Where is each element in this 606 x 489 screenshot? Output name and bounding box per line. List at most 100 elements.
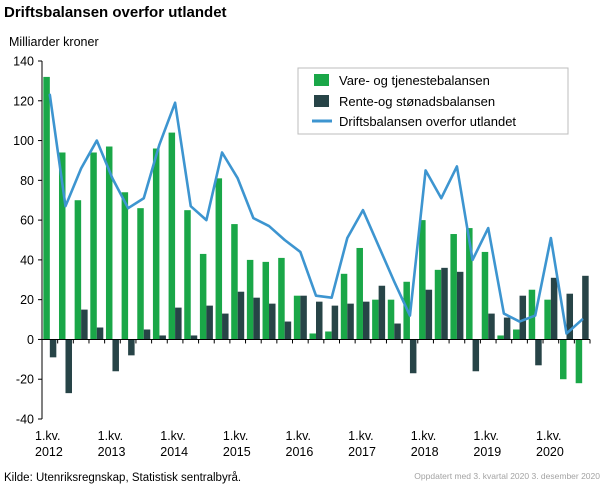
legend-label-rente: Rente-og stønadsbalansen bbox=[339, 94, 495, 109]
legend: Vare- og tjenestebalansen Rente-og støna… bbox=[297, 67, 569, 135]
bar-vare-2018K3 bbox=[450, 234, 457, 340]
x-tick-label-year-2018: 2018 bbox=[411, 445, 439, 459]
bar-vare-2019K1 bbox=[481, 251, 489, 340]
y-tick-label-140: 140 bbox=[13, 55, 34, 69]
bar-vare-2015K3 bbox=[262, 261, 270, 340]
bar-vare-2017K2 bbox=[372, 299, 379, 340]
bar-vare-2016K1 bbox=[293, 295, 301, 340]
bar-vare-2019K3 bbox=[513, 329, 520, 340]
y-tick-label-80: 80 bbox=[20, 174, 34, 188]
bar-rente-2018K2 bbox=[441, 267, 448, 340]
bar-vare-2015K1 bbox=[231, 224, 238, 340]
bar-rente-2017K2 bbox=[378, 285, 386, 340]
bar-vare-2017K3 bbox=[387, 299, 395, 340]
x-tick-label-year-2020: 2020 bbox=[536, 445, 564, 459]
axes-layer: -40 -20 0 20 40 60 80 100 120 140 1.kv. 2012 1.kv. 20… bbox=[13, 55, 591, 459]
bar-rente-2016K3 bbox=[331, 305, 339, 340]
y-tick-label--40: -40 bbox=[16, 413, 34, 427]
bar-rente-2013K4 bbox=[159, 335, 166, 340]
x-tick-label-year-2015: 2015 bbox=[223, 445, 251, 459]
bar-vare-2018K4 bbox=[466, 228, 473, 340]
bar-rente-2016K1 bbox=[300, 295, 307, 340]
x-tick-label-year-2016: 2016 bbox=[286, 445, 314, 459]
x-tick-label-kv-2013: 1.kv. bbox=[98, 429, 123, 443]
bar-vare-2015K4 bbox=[278, 257, 285, 340]
source-note: Kilde: Utenriksregnskap, Statistisk sent… bbox=[4, 472, 242, 484]
y-tick-label-20: 20 bbox=[20, 293, 34, 307]
bar-vare-2017K1 bbox=[356, 247, 363, 340]
bar-rente-2017K3 bbox=[394, 323, 401, 340]
bar-rente-2017K4 bbox=[409, 339, 417, 374]
bar-vare-2016K2 bbox=[309, 333, 316, 340]
bar-rente-2012K3 bbox=[81, 309, 88, 340]
y-tick-label-60: 60 bbox=[20, 214, 34, 228]
bar-rente-2012K2 bbox=[65, 339, 72, 394]
bar-vare-2014K2 bbox=[184, 210, 191, 340]
legend-label-vare: Vare- og tjenestebalansen bbox=[339, 73, 490, 88]
bar-vare-2019K4 bbox=[528, 289, 536, 340]
bar-rente-2018K4 bbox=[472, 339, 480, 372]
bar-rente-2018K3 bbox=[456, 271, 464, 340]
legend-swatch-vare bbox=[314, 74, 329, 86]
bar-rente-2015K1 bbox=[237, 291, 245, 340]
bar-rente-2014K4 bbox=[222, 313, 229, 340]
bar-rente-2013K3 bbox=[143, 329, 151, 340]
bar-vare-2016K4 bbox=[340, 273, 348, 340]
y-tick-label--20: -20 bbox=[16, 373, 34, 387]
y-tick-label-0: 0 bbox=[27, 333, 34, 347]
bar-vare-2012K3 bbox=[74, 200, 82, 340]
bars-layer bbox=[43, 76, 589, 394]
bar-vare-2016K3 bbox=[325, 331, 332, 340]
x-tick-label-kv-2016: 1.kv. bbox=[286, 429, 311, 443]
bar-rente-2012K4 bbox=[96, 327, 104, 340]
bar-vare-2014K4 bbox=[215, 178, 223, 340]
y-tick-label-40: 40 bbox=[20, 253, 34, 267]
y-axis-unit-label: Milliarder kroner bbox=[9, 35, 99, 49]
bar-rente-2020K1 bbox=[550, 277, 558, 340]
bar-rente-2016K2 bbox=[316, 301, 323, 340]
x-tick-label-kv-2017: 1.kv. bbox=[348, 429, 373, 443]
bar-vare-2013K1 bbox=[105, 146, 113, 340]
x-tick-label-year-2019: 2019 bbox=[473, 445, 501, 459]
bar-vare-2020K2 bbox=[560, 339, 567, 380]
bar-rente-2015K3 bbox=[269, 303, 276, 340]
x-tick-label-year-2017: 2017 bbox=[348, 445, 376, 459]
x-tick-label-year-2013: 2013 bbox=[98, 445, 126, 459]
bar-vare-2018K1 bbox=[419, 220, 426, 340]
bar-rente-2014K2 bbox=[190, 335, 198, 340]
x-tick-label-year-2012: 2012 bbox=[35, 445, 63, 459]
bar-rente-2019K2 bbox=[503, 317, 511, 340]
bar-rente-2019K3 bbox=[519, 295, 527, 340]
bar-rente-2016K4 bbox=[347, 303, 354, 340]
bar-vare-2020K1 bbox=[544, 299, 551, 340]
x-tick-label-kv-2019: 1.kv. bbox=[473, 429, 498, 443]
bar-rente-2014K3 bbox=[206, 305, 213, 340]
bar-vare-2012K2 bbox=[58, 152, 66, 340]
bar-vare-2013K3 bbox=[137, 208, 144, 340]
y-tick-label-120: 120 bbox=[13, 94, 34, 108]
chart-title: Driftsbalansen overfor utlandet bbox=[4, 4, 227, 21]
legend-label-drift: Driftsbalansen overfor utlandet bbox=[339, 114, 516, 129]
bar-rente-2019K1 bbox=[488, 313, 495, 340]
bar-rente-2014K1 bbox=[175, 307, 182, 340]
bar-rente-2015K2 bbox=[253, 297, 260, 340]
bar-vare-2015K2 bbox=[246, 259, 254, 340]
bar-vare-2019K2 bbox=[497, 335, 504, 340]
x-tick-label-year-2014: 2014 bbox=[160, 445, 188, 459]
legend-swatch-rente bbox=[314, 95, 329, 107]
bar-vare-2014K1 bbox=[168, 132, 176, 340]
bar-vare-2014K3 bbox=[199, 253, 207, 340]
legend-box bbox=[297, 67, 569, 135]
x-tick-label-kv-2020: 1.kv. bbox=[536, 429, 561, 443]
bar-rente-2020K3 bbox=[582, 275, 589, 340]
bar-rente-2013K2 bbox=[128, 339, 135, 356]
bar-vare-2013K2 bbox=[121, 192, 129, 340]
x-tick-label-kv-2015: 1.kv. bbox=[223, 429, 248, 443]
bar-rente-2013K1 bbox=[112, 339, 119, 372]
bar-vare-2018K2 bbox=[434, 269, 442, 340]
bar-vare-2020K3 bbox=[575, 339, 583, 384]
updated-note: Oppdatert med 3. kvartal 2020 3. desembe… bbox=[414, 471, 600, 481]
bar-rente-2017K1 bbox=[362, 301, 370, 340]
x-tick-label-kv-2018: 1.kv. bbox=[411, 429, 436, 443]
